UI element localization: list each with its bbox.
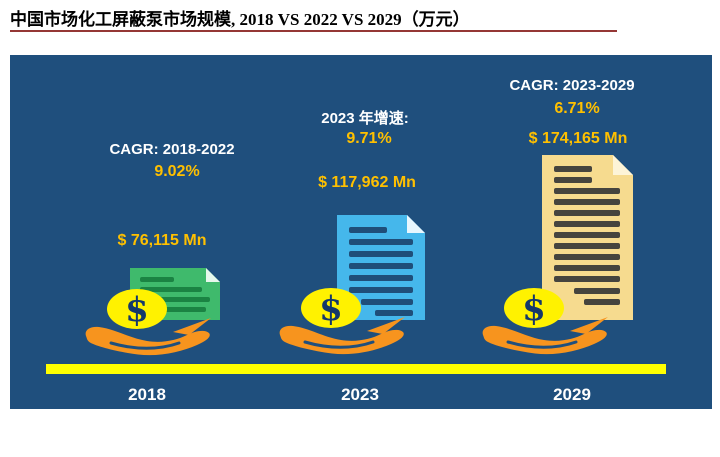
cagr-label-2023-2029: CAGR: 2023-2029 [509, 77, 635, 94]
baseline-bar [46, 364, 666, 374]
hand-icon [482, 325, 607, 355]
hand-icon [279, 325, 404, 355]
thumb-icon [173, 318, 211, 335]
dollar-coin-icon [107, 289, 167, 329]
page-title: 中国市场化工屏蔽泵市场规模, 2018 VS 2022 VS 2029（万元） [10, 10, 470, 29]
thumb-icon [367, 317, 405, 334]
hand-coin-icon-2018: $ [85, 289, 211, 356]
cagr-value-2023-2029: 6.71% [554, 100, 600, 117]
growth-value-2023: 9.71% [346, 130, 392, 147]
market-size-2029: $ 174,165 Mn [528, 130, 628, 147]
hand-coin-icon-2029: $ [482, 288, 608, 355]
document-icon-2023 [337, 215, 425, 320]
cagr-label-2018-2022: CAGR: 2018-2022 [109, 141, 235, 158]
year-label-2023: 2023 [341, 385, 379, 404]
growth-label-2023: 2023 年增速: [321, 110, 409, 127]
thumb-icon [570, 317, 608, 334]
dollar-coin-icon [504, 288, 564, 328]
dollar-coin-icon [301, 288, 361, 328]
hand-icon [85, 326, 210, 356]
document-icon-2029 [542, 155, 633, 320]
dollar-symbol: $ [125, 290, 149, 330]
year-label-2018: 2018 [128, 385, 166, 404]
title-underline [10, 30, 617, 32]
market-size-2023: $ 117,962 Mn [318, 174, 416, 191]
dollar-symbol: $ [522, 289, 546, 329]
year-label-2029: 2029 [553, 385, 591, 404]
hand-coin-icon-2023: $ [279, 288, 405, 355]
market-size-2018: $ 76,115 Mn [117, 232, 207, 249]
dollar-symbol: $ [319, 289, 343, 329]
cagr-value-2018-2022: 9.02% [154, 163, 200, 180]
